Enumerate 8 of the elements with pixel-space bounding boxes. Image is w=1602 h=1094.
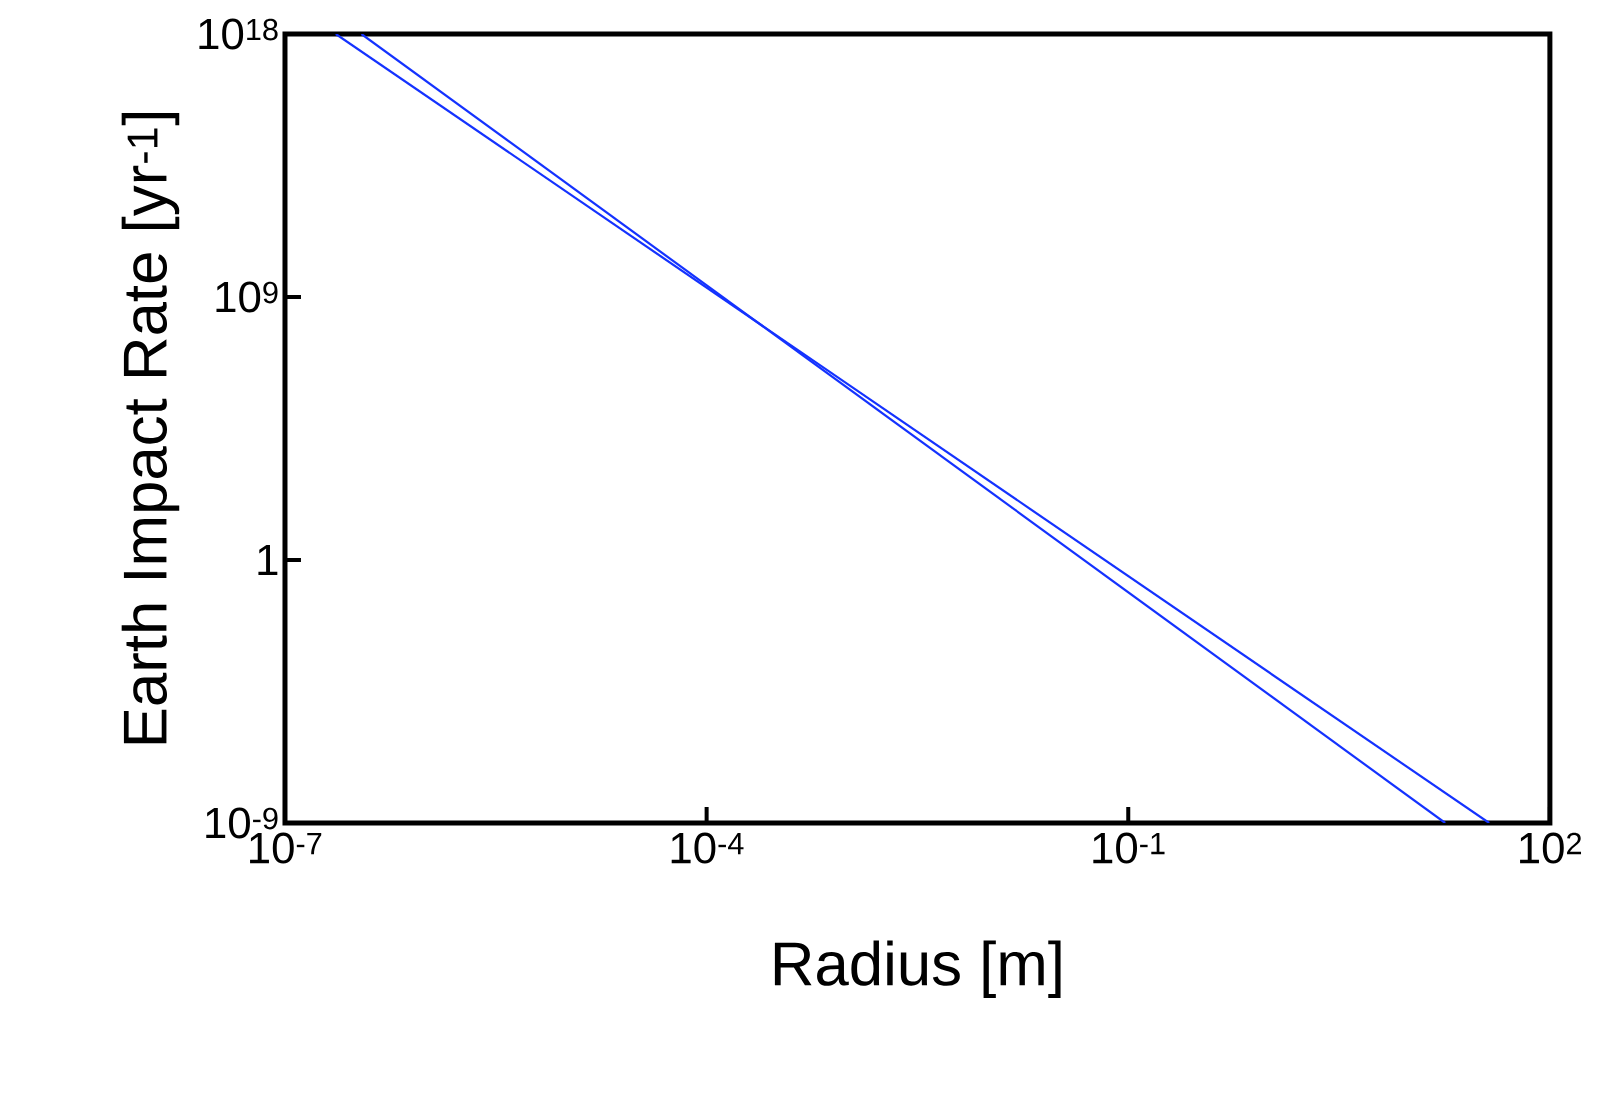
- y-tick-label: 10$^{18}$: [199, 18, 278, 50]
- x-tick-label: 10$^{-4}$: [671, 832, 744, 864]
- x-tick-label: 10$^{2}$: [1520, 832, 1582, 864]
- y-axis-title: Earth Impact Rate [yr$^{-1}$]: [121, 113, 180, 744]
- y-tick-label: 10$^{9}$: [216, 281, 278, 313]
- x-tick-label: 10$^{-1}$: [1093, 832, 1165, 864]
- x-axis-title: Radius [m]: [774, 940, 1061, 998]
- y-tick-label: 1: [258, 544, 278, 576]
